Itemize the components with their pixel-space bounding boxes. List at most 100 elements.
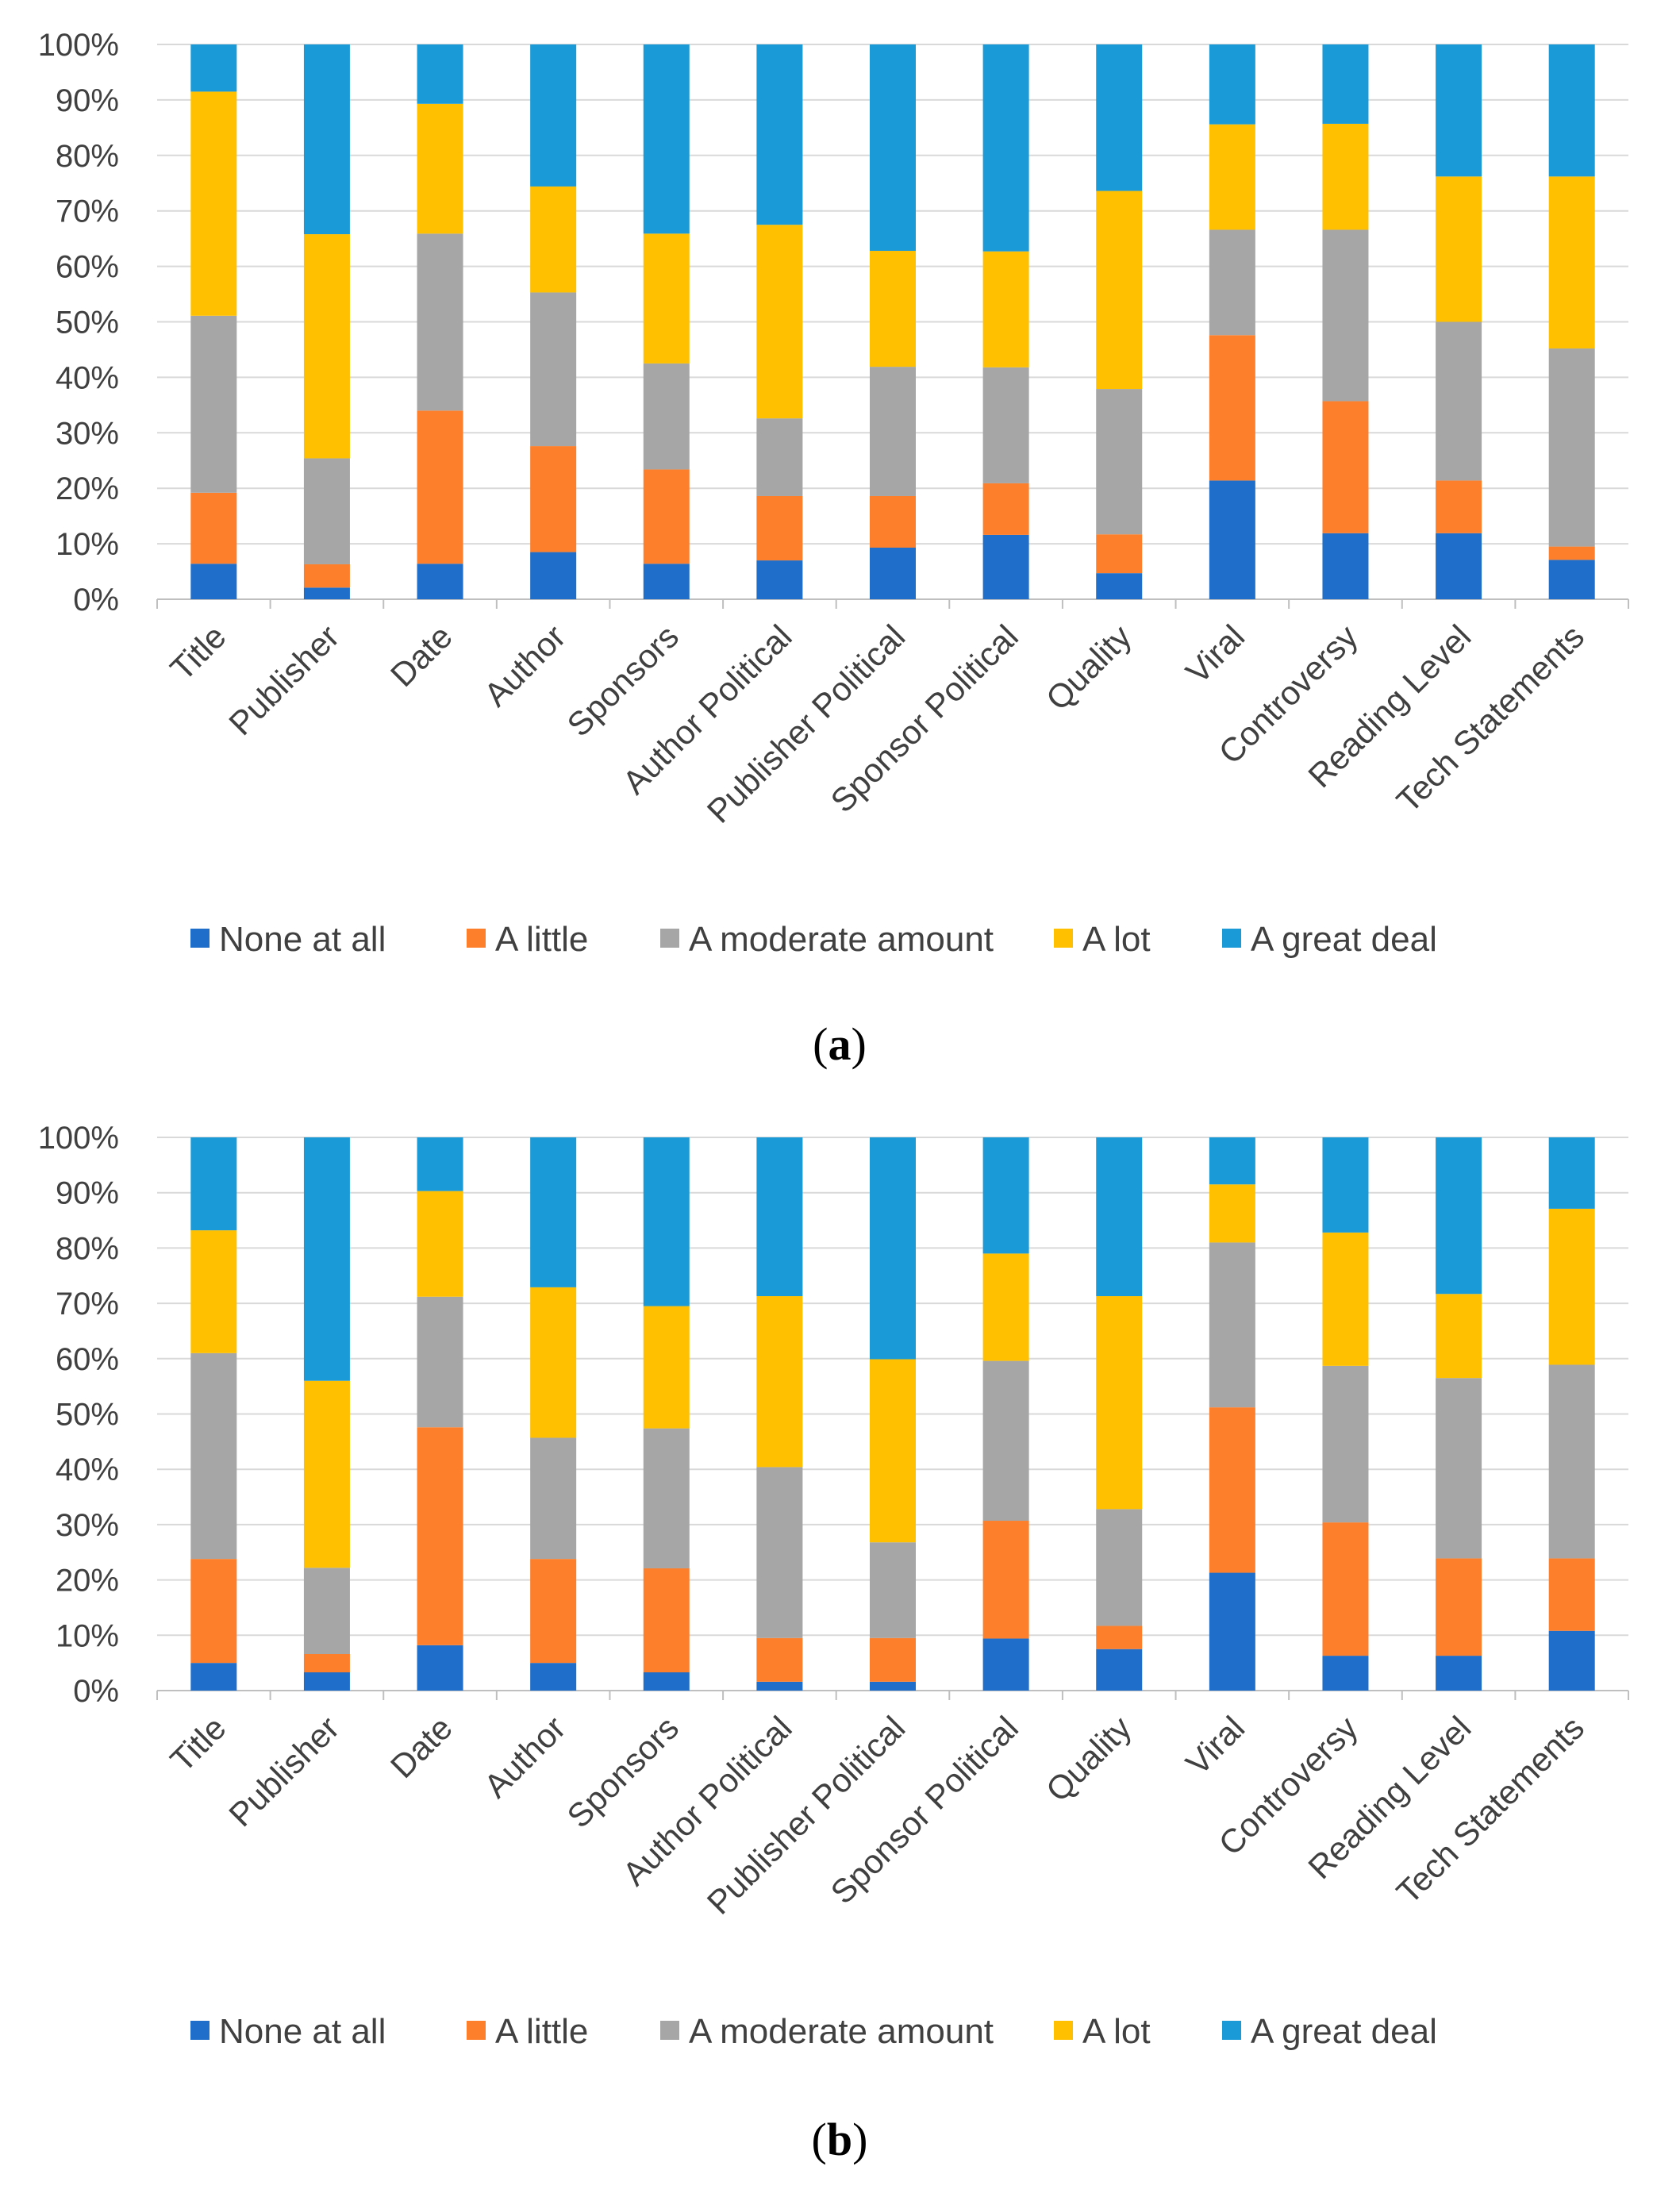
bar-segment-quality-none-at-all: [1096, 573, 1143, 599]
bar-segment-reading-level-none-at-all: [1436, 1656, 1482, 1691]
bar-segment-date-a-moderate-amount: [417, 1296, 463, 1428]
bar-segment-publisher-a-great-deal: [303, 44, 350, 235]
bar-segment-controversy-a-moderate-amount: [1322, 229, 1369, 402]
bar-segment-author-political-a-little: [756, 495, 803, 561]
bar-segment-author-a-little: [530, 446, 577, 552]
bar-segment-publisher-none-at-all: [303, 587, 350, 599]
bar-segment-author-political-none-at-all: [756, 1681, 803, 1691]
legend-swatch-a-lot: [1054, 2021, 1073, 2040]
bar-segment-date-a-lot: [417, 103, 463, 234]
bar-segment-quality-none-at-all: [1096, 1649, 1143, 1691]
bar-segment-title-a-little: [190, 1559, 237, 1664]
bar-segment-sponsor-political-none-at-all: [982, 1638, 1029, 1691]
x-tick-label: Publisher: [221, 618, 346, 742]
bar-segment-title-a-lot: [190, 91, 237, 316]
x-tick-label: Publisher Political: [700, 618, 913, 830]
bar-segment-reading-level-a-little: [1436, 480, 1482, 533]
x-tick-label: Title: [163, 618, 233, 687]
bar-segment-sponsor-political-a-little: [982, 483, 1029, 535]
legend-swatch-none-at-all: [190, 2021, 210, 2040]
bar-segment-sponsors-a-great-deal: [643, 44, 690, 234]
bar-segment-quality-a-great-deal: [1096, 44, 1143, 191]
y-tick-label: 30%: [56, 1508, 119, 1543]
y-tick-label: 70%: [56, 194, 119, 229]
bar-segment-publisher-political-a-lot: [870, 1359, 916, 1543]
legend-label-a-great-deal: A great deal: [1251, 2012, 1437, 2051]
y-tick-label: 80%: [56, 1231, 119, 1266]
x-tick-label: Date: [383, 1709, 459, 1785]
bar-segment-title-a-moderate-amount: [190, 1352, 237, 1560]
bar-segment-controversy-a-great-deal: [1322, 44, 1369, 124]
legend-label-a-lot: A lot: [1082, 920, 1151, 959]
bar-segment-publisher-political-none-at-all: [870, 547, 916, 599]
bar-segment-sponsors-none-at-all: [643, 1672, 690, 1691]
chart-panel-b: 0%10%20%30%40%50%60%70%80%90%100%TitlePu…: [38, 1121, 1629, 2165]
y-tick-label: 70%: [56, 1287, 119, 1322]
y-tick-label: 0%: [73, 583, 119, 618]
bar-segment-publisher-none-at-all: [303, 1672, 350, 1691]
bar-segment-reading-level-a-lot: [1436, 176, 1482, 322]
bar-segment-author-none-at-all: [530, 552, 577, 599]
bar-segment-viral-a-little: [1209, 1407, 1255, 1573]
legend-swatch-a-little: [467, 929, 486, 948]
bar-segment-publisher-political-a-great-deal: [870, 1137, 916, 1360]
y-tick-label: 20%: [56, 471, 119, 506]
bar-segment-controversy-none-at-all: [1322, 1656, 1369, 1691]
bar-segment-sponsors-a-little: [643, 1568, 690, 1672]
bar-segment-controversy-a-little: [1322, 1522, 1369, 1656]
legend-label-a-little: A little: [495, 920, 588, 959]
y-tick-label: 40%: [56, 1452, 119, 1487]
bar-segment-quality-a-little: [1096, 1626, 1143, 1649]
bar-segment-sponsor-political-a-moderate-amount: [982, 1360, 1029, 1522]
y-tick-label: 40%: [56, 360, 119, 395]
bar-segment-viral-a-little: [1209, 335, 1255, 481]
bar-segment-sponsor-political-a-little: [982, 1521, 1029, 1639]
bar-segment-sponsor-political-a-moderate-amount: [982, 367, 1029, 483]
bar-segment-sponsors-none-at-all: [643, 564, 690, 599]
bar-segment-publisher-political-a-little: [870, 495, 916, 548]
bar-segment-publisher-political-a-moderate-amount: [870, 367, 916, 496]
y-tick-label: 100%: [38, 1121, 119, 1156]
bar-segment-viral-none-at-all: [1209, 480, 1255, 599]
x-tick-label: Viral: [1178, 1709, 1251, 1782]
bar-segment-quality-a-moderate-amount: [1096, 389, 1143, 535]
bar-segment-tech-statements-a-lot: [1548, 176, 1595, 349]
legend-label-a-lot: A lot: [1082, 2012, 1151, 2051]
x-tick-label: Publisher: [221, 1709, 346, 1833]
legend-label-none-at-all: None at all: [219, 2012, 386, 2051]
bar-segment-sponsors-a-great-deal: [643, 1137, 690, 1306]
bar-segment-title-a-lot: [190, 1230, 237, 1353]
bar-segment-sponsors-a-little: [643, 469, 690, 564]
legend: None at all A little A moderate amount A lo…: [190, 2012, 1437, 2051]
legend-label-a-moderate-amount: A moderate amount: [689, 920, 994, 959]
bar-segment-quality-a-little: [1096, 534, 1143, 574]
bar-segment-controversy-a-lot: [1322, 123, 1369, 230]
bar-segment-author-political-a-great-deal: [756, 44, 803, 225]
bar-segment-author-a-little: [530, 1559, 577, 1664]
bar-segment-author-a-great-deal: [530, 1137, 577, 1287]
x-tick-label: Viral: [1178, 618, 1251, 691]
bar-segment-date-a-little: [417, 1427, 463, 1645]
bar-segment-author-political-a-lot: [756, 1296, 803, 1468]
bar-segment-title-a-great-deal: [190, 1137, 237, 1231]
bar-segment-author-a-lot: [530, 1287, 577, 1438]
panel-label: (a): [813, 1018, 867, 1070]
bar-segment-tech-statements-a-moderate-amount: [1548, 348, 1595, 547]
y-tick-label: 10%: [56, 1618, 119, 1653]
legend-label-a-moderate-amount: A moderate amount: [689, 2012, 994, 2051]
legend-swatch-a-lot: [1054, 929, 1073, 948]
bar-segment-publisher-a-lot: [303, 1380, 350, 1568]
bar-segment-date-none-at-all: [417, 564, 463, 599]
bar-segment-author-political-a-moderate-amount: [756, 418, 803, 496]
y-tick-label: 90%: [56, 83, 119, 118]
legend-label-a-great-deal: A great deal: [1251, 920, 1437, 959]
x-tick-label: Title: [163, 1709, 233, 1779]
panel-label: (b): [812, 2114, 868, 2165]
bar-segment-sponsor-political-a-great-deal: [982, 1137, 1029, 1254]
bar-segment-tech-statements-none-at-all: [1548, 1630, 1595, 1691]
bar-segment-sponsor-political-a-great-deal: [982, 44, 1029, 252]
x-tick-label: Sponsor Political: [824, 1709, 1025, 1910]
bar-segment-viral-none-at-all: [1209, 1572, 1255, 1691]
legend-swatch-a-moderate-amount: [660, 2021, 679, 2040]
bar-segment-viral-a-lot: [1209, 124, 1255, 230]
